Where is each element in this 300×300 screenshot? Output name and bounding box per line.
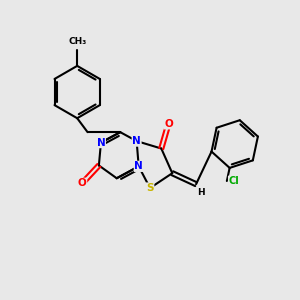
Text: Cl: Cl bbox=[228, 176, 239, 186]
Text: CH₃: CH₃ bbox=[68, 37, 86, 46]
Text: H: H bbox=[198, 188, 205, 197]
Text: S: S bbox=[146, 183, 154, 193]
Text: N: N bbox=[97, 138, 105, 148]
Text: O: O bbox=[164, 119, 173, 129]
Text: N: N bbox=[132, 136, 141, 146]
Text: O: O bbox=[78, 178, 87, 188]
Text: N: N bbox=[134, 161, 143, 171]
